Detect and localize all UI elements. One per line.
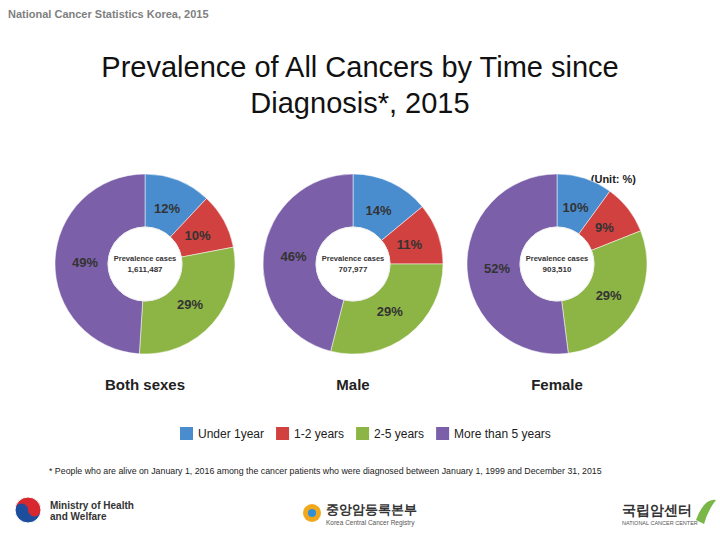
center-label: Prevalence cases	[114, 254, 177, 263]
data-label: 14%	[366, 203, 392, 218]
center-hole	[316, 227, 390, 301]
data-label: 9%	[595, 220, 614, 235]
logo-text: Ministry of Health	[50, 500, 134, 511]
legend-swatch	[436, 427, 449, 440]
center-hole	[520, 227, 594, 301]
data-label: 10%	[563, 200, 589, 215]
title: Diagnosis*, 2015	[250, 87, 469, 119]
emblem	[15, 497, 41, 517]
data-labels: 12% 10% 29% 49%	[72, 201, 211, 311]
data-labels: 14% 11% 29% 46%	[280, 203, 422, 320]
center-hole	[108, 227, 182, 301]
logo-text: and Welfare	[50, 511, 107, 522]
legend-label: 1-2 years	[294, 427, 344, 441]
center-icon	[696, 500, 716, 524]
center-label: Prevalence cases	[322, 254, 385, 263]
emblem	[15, 497, 41, 523]
chart-title: Male	[336, 376, 369, 393]
data-label: 52%	[484, 261, 510, 276]
data-label: 49%	[72, 255, 98, 270]
data-label: 29%	[177, 297, 203, 312]
data-label: 11%	[397, 237, 423, 252]
data-label: 29%	[596, 288, 622, 303]
data-labels: 10% 9% 29% 52%	[484, 200, 622, 303]
data-label: 10%	[185, 228, 211, 243]
legend-swatch	[356, 427, 369, 440]
logos: Ministry of Healthand Welfare 중앙암등록본부 Kore…	[15, 497, 716, 527]
registry-icon	[308, 509, 316, 517]
data-label: 46%	[280, 249, 306, 264]
center-value: 1,611,487	[127, 265, 163, 274]
logo-text: NATIONAL CANCER CENTER	[622, 520, 698, 526]
legend-swatch	[180, 427, 193, 440]
pie-chart: Under 1year1-2 years2-5 yearsMore than 5…	[263, 174, 443, 354]
center-value: 707,977	[339, 265, 368, 274]
legend-label: Under 1year	[198, 427, 264, 441]
center-value: 903,510	[543, 265, 572, 274]
unit: (Unit: %)	[591, 173, 637, 185]
legend-swatch	[276, 427, 289, 440]
pie-chart: Under 1year1-2 years2-5 yearsMore than 5…	[55, 174, 235, 354]
data-label: 12%	[154, 201, 180, 216]
emblem	[15, 497, 41, 523]
legend-label: 2-5 years	[374, 427, 424, 441]
legend: Under 1year 1-2 years 2-5 years More than 5…	[180, 427, 551, 441]
logo-text: Korea Central Cancer Registry	[326, 519, 415, 527]
logo-text: 국립암센터	[622, 502, 692, 518]
chart-title: Female	[531, 376, 583, 393]
data-label: 29%	[377, 304, 403, 319]
center-label: Prevalence cases	[526, 254, 589, 263]
page: National Cancer Statistics Korea, 2015 Pr…	[0, 0, 720, 540]
legend-label: More than 5 years	[454, 427, 551, 441]
pie-chart: Under 1year1-2 years2-5 yearsMore than 5…	[467, 174, 647, 354]
background	[0, 0, 720, 540]
title: Prevalence of All Cancers by Time since	[101, 51, 618, 83]
footnote: * People who are alive on January 1, 201…	[49, 466, 602, 476]
chart-title: Both sexes	[105, 376, 185, 393]
source: National Cancer Statistics Korea, 2015	[8, 8, 209, 20]
logo-text: 중앙암등록본부	[326, 502, 417, 517]
registry-icon	[303, 504, 321, 522]
